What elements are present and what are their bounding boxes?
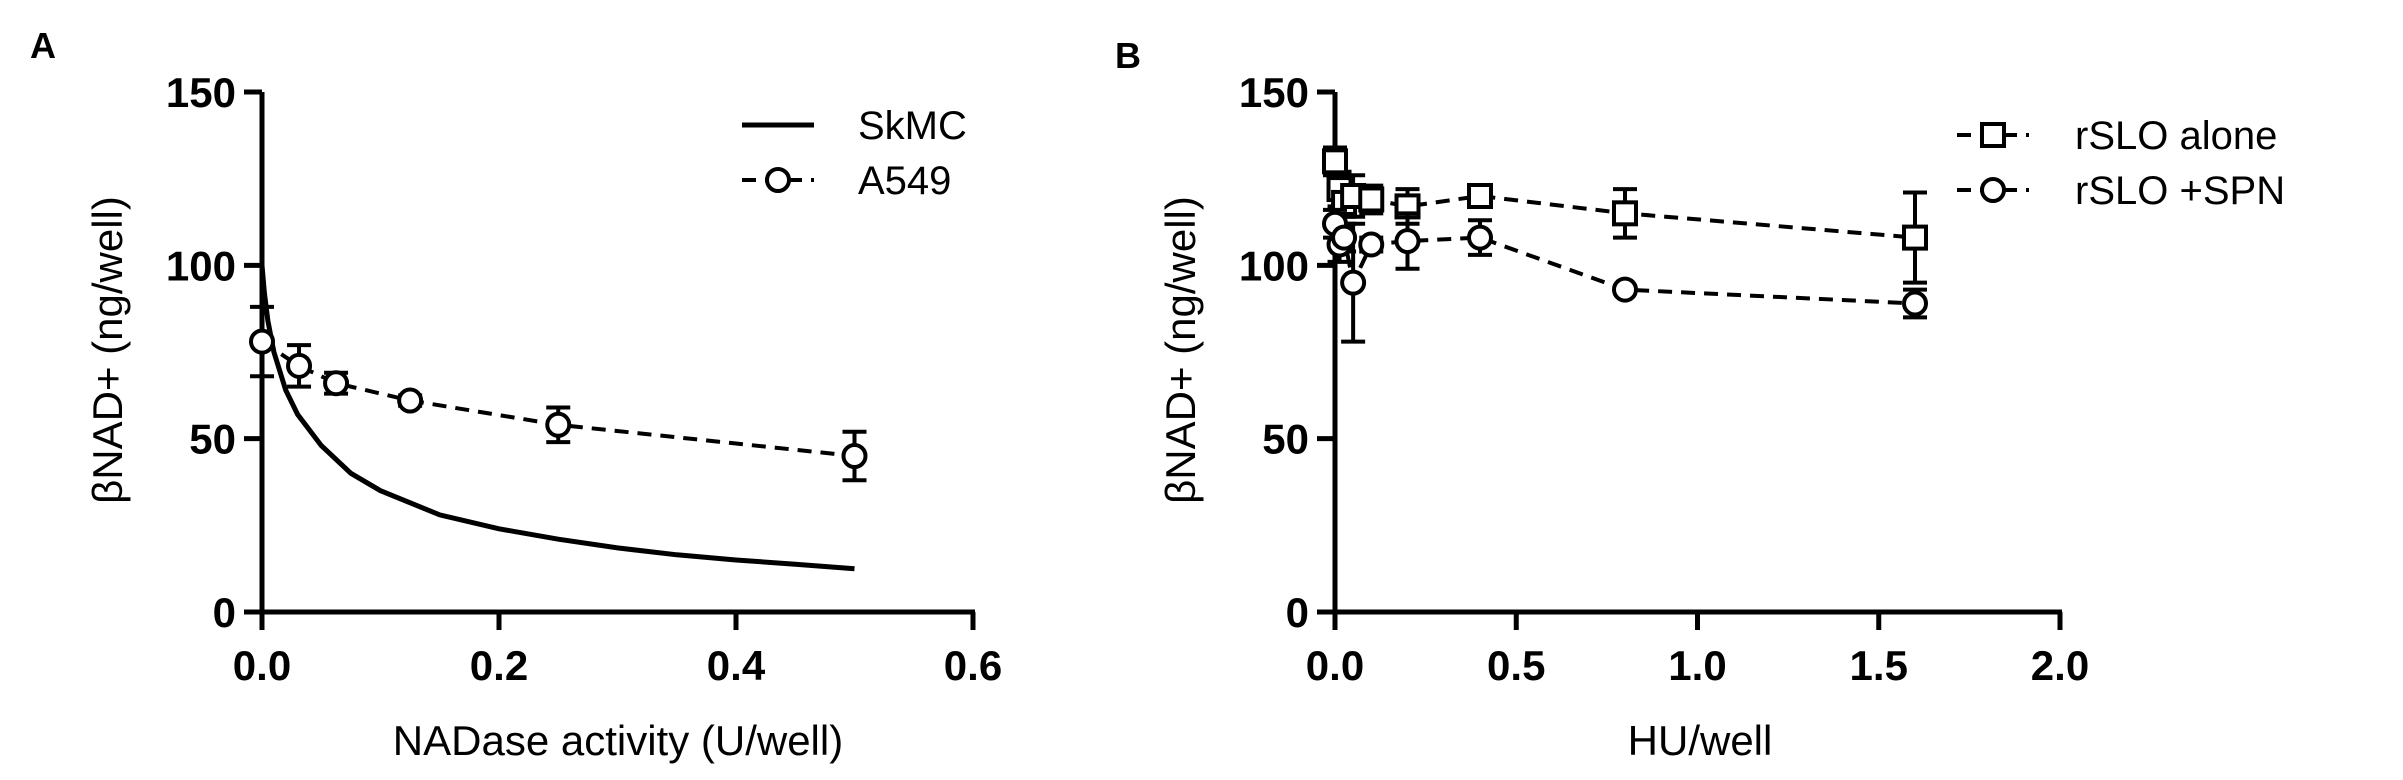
panel-a: A βNAD+ (ng/well) NADase activity (U/wel… <box>30 25 1002 764</box>
panel-b-series-rslo-alone-point <box>1902 224 1928 251</box>
panel-b-letter: B <box>1115 35 1141 76</box>
panel-a-x-tick-label: 0.0 <box>233 642 291 689</box>
panel-a-series-a549-legend-label: A549 <box>858 159 951 203</box>
panel-b-series-rslo-spn-point <box>1358 231 1385 258</box>
panel-a-x-tick-label: 0.4 <box>707 642 766 689</box>
panel-b-series-rslo-spn-point <box>1331 224 1358 251</box>
panel-b-series-rslo-alone-point <box>1322 148 1348 175</box>
panel-a-letter: A <box>30 25 56 66</box>
panel-b-x-tick-label: 1.5 <box>1850 642 1908 689</box>
panel-a-series-a549-legend-marker <box>765 167 791 193</box>
panel-a-y-tick-label: 150 <box>166 69 236 116</box>
panel-a-series-skmc-legend-label: SkMC <box>858 104 967 148</box>
panel-a-x-tick-label: 0.2 <box>470 642 528 689</box>
panel-b-series-rslo-alone-point <box>1612 200 1638 227</box>
panel-a-ylabel: βNAD+ (ng/well) <box>84 196 131 504</box>
panel-b-series-rslo-spn-point <box>1340 269 1367 296</box>
panel-b-xlabel: HU/well <box>1628 717 1773 764</box>
panel-b-series-rslo-spn-point <box>1612 276 1638 303</box>
panel-a-series-a549-point <box>249 328 275 355</box>
panel-a-y-tick-label: 100 <box>166 242 236 289</box>
panel-b-series-rslo-spn-point <box>1467 224 1493 251</box>
panel-a-series-a549-point <box>286 352 313 379</box>
panel-b-series-rslo-spn-point <box>1902 290 1928 317</box>
panel-b: B βNAD+ (ng/well) HU/well 0 50 100 150 0.0 0.… <box>1115 35 2285 764</box>
panel-b-y-tick-label: 0 <box>1286 589 1309 636</box>
panel-a-series-a549-point <box>545 411 572 438</box>
panel-b-x-tick-label: 2.0 <box>2031 642 2089 689</box>
panel-b-series-rslo-alone-point <box>1358 186 1385 213</box>
panel-a-series-a549-point <box>841 443 868 469</box>
panel-b-series-rslo-spn-point <box>1394 228 1421 255</box>
panel-b-series-rslo-alone-legend-marker <box>1980 122 2006 148</box>
panel-b-series-rslo-alone-point <box>1467 183 1493 209</box>
panel-b-series-rslo-alone-legend-label: rSLO alone <box>2075 114 2277 158</box>
panel-a-x-tick-label: 0.6 <box>944 642 1002 689</box>
panel-b-y-tick-label: 50 <box>1262 416 1309 463</box>
panel-a-xlabel: NADase activity (U/well) <box>393 717 843 764</box>
panel-b-x-tick-label: 1.0 <box>1668 642 1726 689</box>
panel-a-y-tick-label: 50 <box>189 416 236 463</box>
panel-b-y-tick-label: 150 <box>1239 69 1309 116</box>
panel-b-series-rslo-spn-legend-marker <box>1980 177 2006 203</box>
panel-a-series-a549-point <box>397 387 424 414</box>
panel-b-x-tick-label: 0.0 <box>1306 642 1364 689</box>
panel-b-series-rslo-spn-legend-label: rSLO +SPN <box>2075 169 2285 213</box>
panel-a-series-a549-point <box>323 370 350 397</box>
panel-b-ylabel: βNAD+ (ng/well) <box>1157 196 1204 504</box>
panel-b-y-tick-label: 100 <box>1239 242 1309 289</box>
panel-a-y-tick-label: 0 <box>213 589 236 636</box>
panel-b-x-tick-label: 0.5 <box>1487 642 1545 689</box>
